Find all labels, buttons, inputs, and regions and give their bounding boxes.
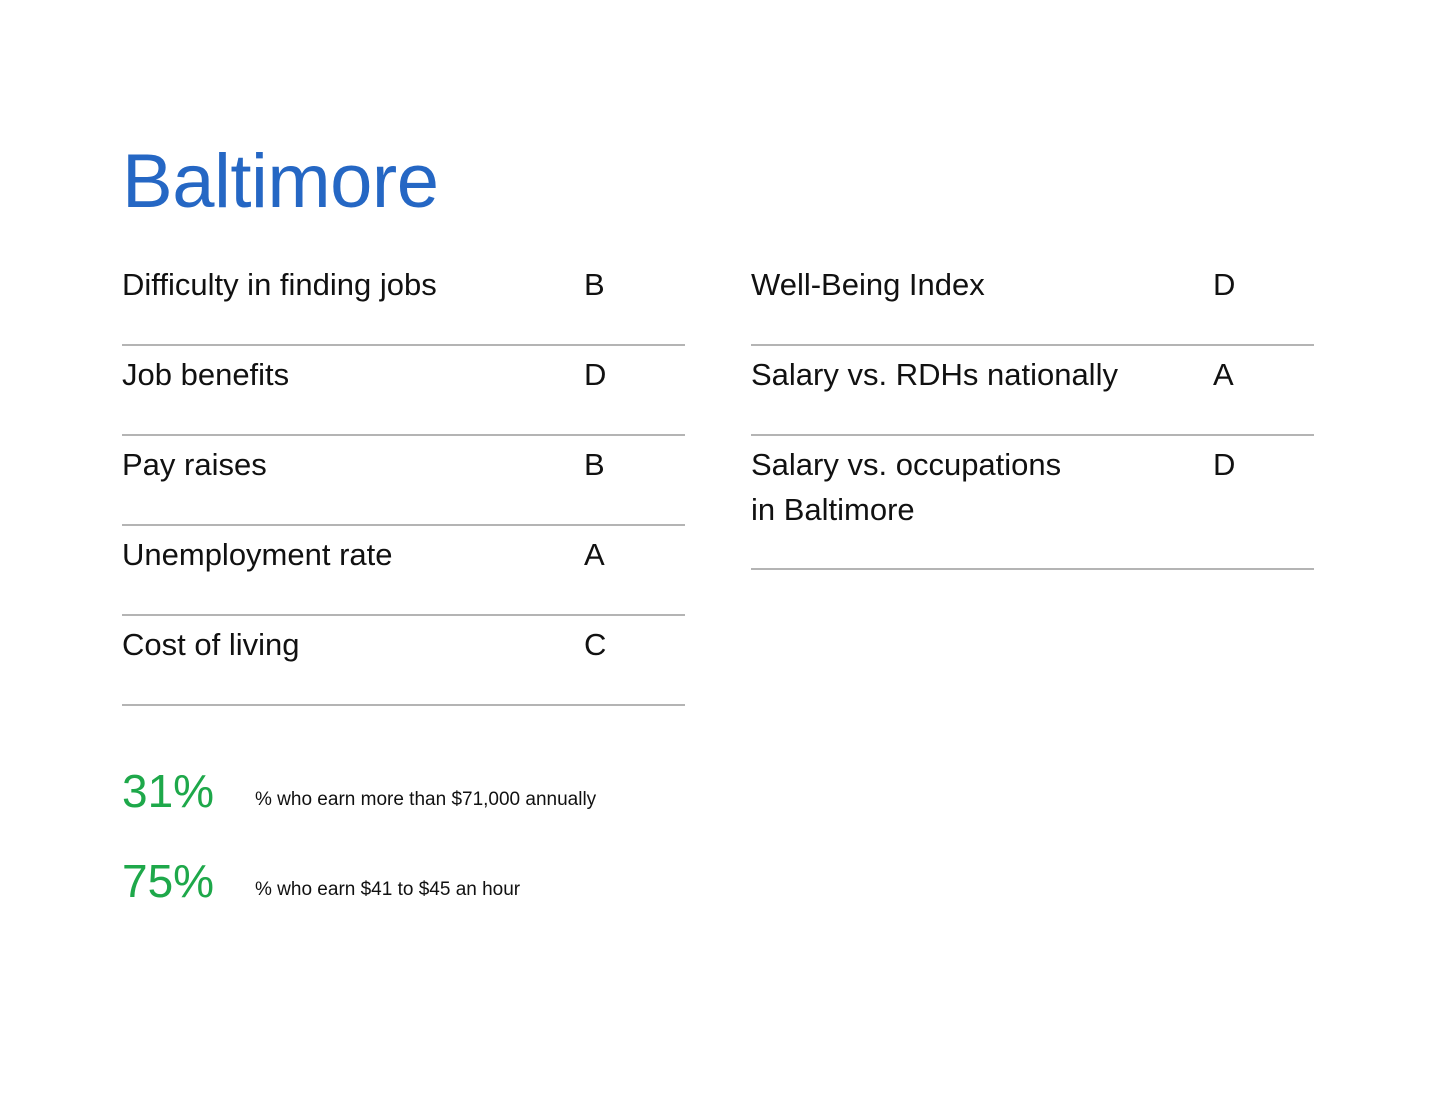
- stat-description: % who earn more than $71,000 annually: [255, 789, 597, 810]
- grade-value: B: [584, 267, 605, 302]
- stat-percentage: 31%: [122, 765, 215, 817]
- grade-label: Difficulty in finding jobs: [122, 267, 437, 302]
- grade-row-well-being-index: Well-Being Index D: [751, 256, 1314, 346]
- grade-label: Pay raises: [122, 447, 267, 482]
- grade-value: D: [1213, 447, 1236, 482]
- grade-row-cost-of-living: Cost of living C: [122, 616, 685, 706]
- grades-list-right: Well-Being Index D Salary vs. RDHs natio…: [751, 256, 1314, 570]
- grade-value: D: [584, 357, 607, 392]
- grade-row-unemployment-rate: Unemployment rate A: [122, 526, 685, 616]
- grade-value: D: [1213, 267, 1236, 302]
- grade-label: Cost of living: [122, 627, 300, 662]
- grade-label: Salary vs. occupations in Baltimore: [751, 447, 1062, 527]
- grade-row-difficulty-finding-jobs: Difficulty in finding jobs B: [122, 256, 685, 346]
- grade-row-salary-vs-occupations: Salary vs. occupations in Baltimore D: [751, 436, 1314, 570]
- grade-label: Salary vs. RDHs nationally: [751, 357, 1118, 392]
- grade-label: Unemployment rate: [122, 537, 393, 572]
- grade-row-salary-vs-rdhs-nationally: Salary vs. RDHs nationally A: [751, 346, 1314, 436]
- stat-description: % who earn $41 to $45 an hour: [255, 879, 521, 900]
- stat-item: 75% % who earn $41 to $45 an hour: [122, 852, 822, 942]
- grade-value: A: [584, 537, 605, 572]
- grade-value: C: [584, 627, 607, 662]
- page-title: Baltimore: [122, 139, 439, 224]
- grade-row-pay-raises: Pay raises B: [122, 436, 685, 526]
- stat-item: 31% % who earn more than $71,000 annuall…: [122, 762, 822, 852]
- earnings-stats: 31% % who earn more than $71,000 annuall…: [122, 762, 822, 942]
- grade-row-job-benefits: Job benefits D: [122, 346, 685, 436]
- grade-label: Well-Being Index: [751, 267, 985, 302]
- grade-value: A: [1213, 357, 1234, 392]
- grade-value: B: [584, 447, 605, 482]
- stat-percentage: 75%: [122, 855, 215, 907]
- grade-label: Job benefits: [122, 357, 290, 392]
- grades-list-left: Difficulty in finding jobs B Job benefit…: [122, 256, 685, 706]
